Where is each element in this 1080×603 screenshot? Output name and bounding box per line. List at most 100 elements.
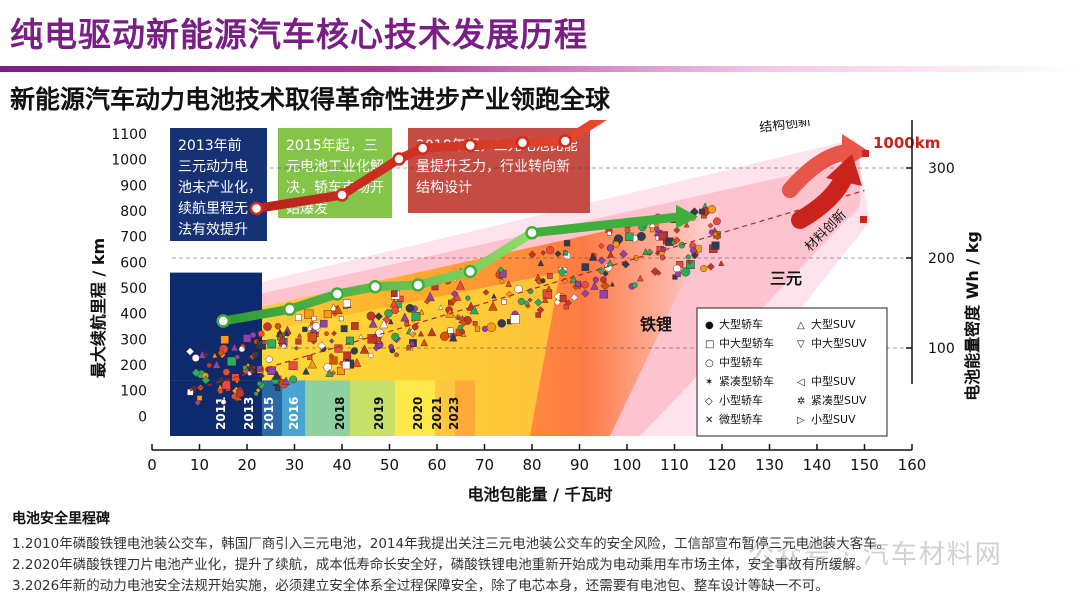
legend-marker: ◇ [705,396,713,407]
data-point [575,280,581,287]
data-point [329,356,338,365]
data-point [324,331,329,336]
data-point [203,352,209,358]
data-point [420,338,428,347]
target-marker [860,216,867,223]
x-tick-label: 120 [708,456,737,474]
year-strip [170,380,262,436]
data-point [449,333,458,342]
data-point [406,345,412,350]
legend-box [696,307,888,437]
safety-notes: 电池安全里程碑 1.2010年磷酸铁锂电池装公交车，韩国厂商引入三元电池，201… [12,508,1072,597]
series-point [249,201,264,216]
data-point [307,332,317,342]
legend-label: 小型SUV [811,412,856,426]
data-point [607,250,615,258]
x-tick-label: 20 [237,456,256,474]
data-point [394,352,399,358]
data-point [249,331,257,339]
data-point [368,318,378,328]
data-point [342,299,351,308]
data-point [220,399,227,405]
data-point [474,326,481,332]
legend-label: 微型轿车 [719,412,763,426]
data-point [329,303,338,312]
data-point [600,281,610,291]
series-point [515,136,530,150]
data-point [275,386,280,392]
x-tick-label: 10 [190,456,209,474]
series-line [252,120,607,213]
series-point [463,138,477,153]
series-point [283,302,297,317]
data-point [700,264,708,273]
series-point [335,188,349,202]
data-point [345,336,354,345]
data-point [581,289,590,298]
data-point [599,290,608,299]
legend-marker: △ [797,320,805,331]
data-point [655,270,662,276]
series-point [392,152,406,166]
data-point [405,303,415,313]
x-tick-label: 30 [285,456,304,474]
data-point [340,325,348,333]
legend-marker: ✕ [705,415,713,426]
data-point [194,398,202,407]
material-arrow-head [826,154,862,186]
data-point [592,276,599,283]
data-point [338,316,344,322]
data-point [191,368,201,378]
x-axis-label: 电池包能量 / 千瓦时 [468,485,613,504]
x-tick-label: 50 [380,456,399,474]
data-point [351,322,359,330]
data-point [527,297,533,303]
data-point [384,309,393,318]
legend-marker: □ [705,339,714,350]
phase-text-line: 2013年前 [178,137,242,154]
y-tick-label: 200 [120,358,147,374]
data-point [278,333,284,339]
legend-label: 小型轿车 [719,393,763,407]
page-title: 纯电驱动新能源汽车核心技术发展历程 [10,15,588,54]
data-point [570,293,579,302]
data-point [391,332,400,341]
y2-tick-label: 200 [928,251,955,267]
data-point [683,221,690,228]
data-point [625,232,634,241]
data-point [217,388,224,395]
phase-text-line: 法有效提升 [178,222,248,238]
data-point [281,343,287,349]
data-point [497,319,506,328]
data-point [307,355,313,361]
data-point [227,356,237,366]
data-point [350,347,358,355]
data-point [482,289,490,296]
data-point [281,376,291,386]
data-point [650,267,660,276]
year-label: 2020 [411,397,425,430]
legend-label: 大型轿车 [719,317,763,331]
series-point [368,280,382,294]
data-point [342,361,351,370]
data-point [472,320,478,326]
note-item: 2.2020年磷酸铁锂刀片电池产业化，提升了续航，成本低寿命长安全好，磷酸铁锂电… [12,557,870,573]
data-point [185,347,195,356]
data-point [267,366,276,375]
data-point [408,338,416,347]
data-point [306,324,313,331]
y-tick-label: 100 [120,384,147,400]
data-point [690,247,697,254]
data-point [221,380,231,390]
data-point [343,351,352,360]
data-point [631,282,638,289]
data-point [447,327,454,334]
data-point [539,277,546,284]
y-tick-label: 700 [120,230,147,246]
battery-progress-chart: 2011 2013 2015 2016 2018 2019 2020 2021 20232013… [89,120,982,504]
data-point [295,338,302,345]
data-point [302,367,310,375]
data-point [253,391,259,397]
data-point [706,262,715,271]
data-point [288,361,298,371]
